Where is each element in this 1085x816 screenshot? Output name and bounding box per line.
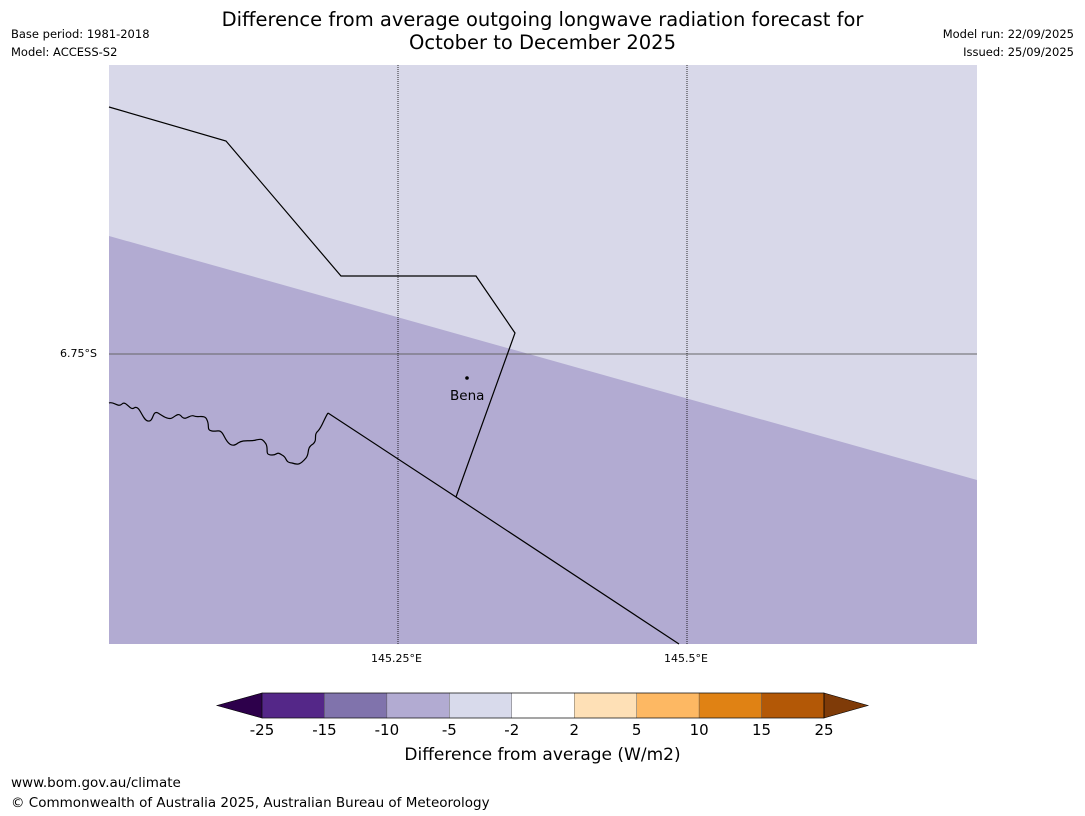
colorbar-extend-high	[823, 692, 870, 719]
title-line-2: October to December 2025	[409, 31, 676, 54]
metadata-left: Base period: 1981-2018 Model: ACCESS-S2	[11, 25, 150, 61]
colorbar-segment	[261, 692, 325, 719]
colorbar-extend-low	[215, 692, 263, 719]
issued-text: Issued: 25/09/2025	[963, 45, 1074, 59]
colorbar-label: Difference from average (W/m2)	[404, 745, 681, 765]
province-border-north	[108, 106, 516, 498]
latitude-label: 6.75°S	[60, 347, 97, 360]
colorbar-tick-label: 5	[631, 721, 642, 739]
longitude-label-145-25: 145.25°E	[371, 652, 422, 665]
map-darker-region	[109, 236, 977, 644]
longitude-label-145-5: 145.5°E	[664, 652, 708, 665]
colorbar-tick-label: 25	[814, 721, 834, 739]
colorbar-tick-label: -5	[441, 721, 457, 739]
colorbar-segment	[449, 692, 512, 719]
colorbar-segment	[386, 692, 450, 719]
colorbar-tick-label: 15	[752, 721, 772, 739]
colorbar-tick-label: 10	[689, 721, 709, 739]
colorbar-segment	[761, 692, 825, 719]
footer-url: www.bom.gov.au/climate	[11, 775, 181, 791]
colorbar-tick-label: -10	[374, 721, 400, 739]
colorbar-tick-label: -15	[312, 721, 337, 739]
coastline-boundary	[108, 402, 329, 465]
model-run-text: Model run: 22/09/2025	[942, 27, 1074, 41]
province-border-south	[327, 412, 680, 645]
footer-copyright: © Commonwealth of Australia 2025, Austra…	[11, 795, 490, 811]
model-text: Model: ACCESS-S2	[11, 45, 118, 59]
colorbar-tick-label: -2	[504, 721, 520, 739]
colorbar-tick-label: -25	[249, 721, 275, 739]
base-period-text: Base period: 1981-2018	[11, 27, 150, 41]
colorbar	[215, 692, 870, 719]
page-title: Difference from average outgoing longwav…	[0, 8, 1085, 54]
place-label-bena: Bena	[450, 388, 485, 404]
colorbar-outline	[261, 692, 825, 719]
title-line-1: Difference from average outgoing longwav…	[221, 8, 864, 31]
colorbar-segment	[636, 692, 700, 719]
colorbar-segment	[511, 692, 575, 719]
metadata-right: Model run: 22/09/2025 Issued: 25/09/2025	[943, 25, 1074, 61]
colorbar-segment	[324, 692, 388, 719]
colorbar-segment	[574, 692, 637, 719]
colorbar-tick-label: 2	[569, 721, 579, 739]
bena-marker	[465, 376, 469, 380]
colorbar-segment	[698, 692, 762, 719]
